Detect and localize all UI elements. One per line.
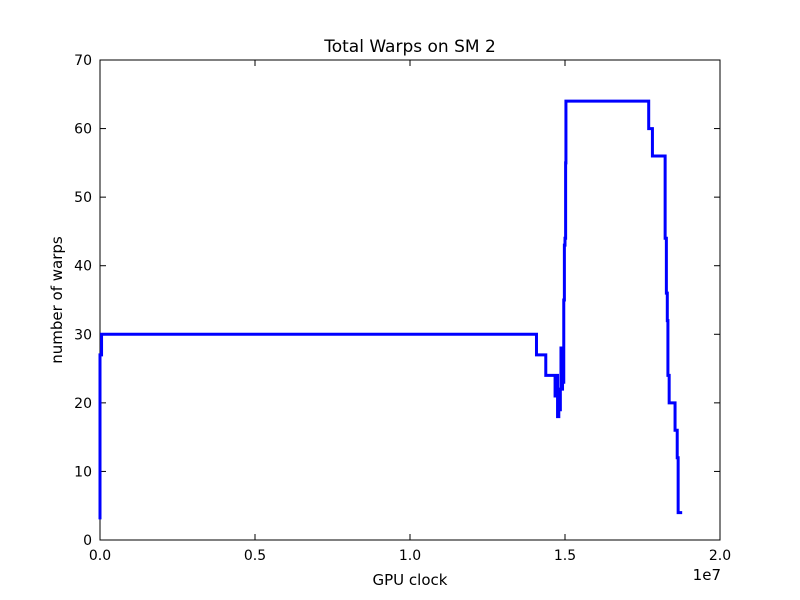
y-tick-label: 10 [74,464,92,480]
y-tick-label: 60 [74,122,92,138]
plot-area: 0.0 0.5 1.0 1.5 2.0 0 10 20 30 40 50 60 70 [74,53,731,564]
x-tick-label: 1.5 [554,548,576,564]
x-axis-offset-label: 1e7 [693,566,721,584]
x-tick-label: 2.0 [709,548,731,564]
y-axis-label: number of warps [48,236,66,364]
x-tick-label: 0.0 [89,548,111,564]
x-tick-label: 0.5 [244,548,266,564]
chart-title: Total Warps on SM 2 [323,37,496,57]
y-tick-label: 70 [74,53,92,69]
y-tick-label: 50 [74,190,92,206]
x-axis-label: GPU clock [373,571,448,589]
x-tick-label: 1.0 [399,548,421,564]
y-tick-label: 0 [83,533,92,549]
axis-ticks: 0.0 0.5 1.0 1.5 2.0 0 10 20 30 40 50 60 70 [74,53,731,564]
y-tick-label: 40 [74,259,92,275]
series-line [98,99,683,520]
y-tick-label: 30 [74,327,92,343]
series-layer [98,99,683,520]
y-tick-label: 20 [74,396,92,412]
